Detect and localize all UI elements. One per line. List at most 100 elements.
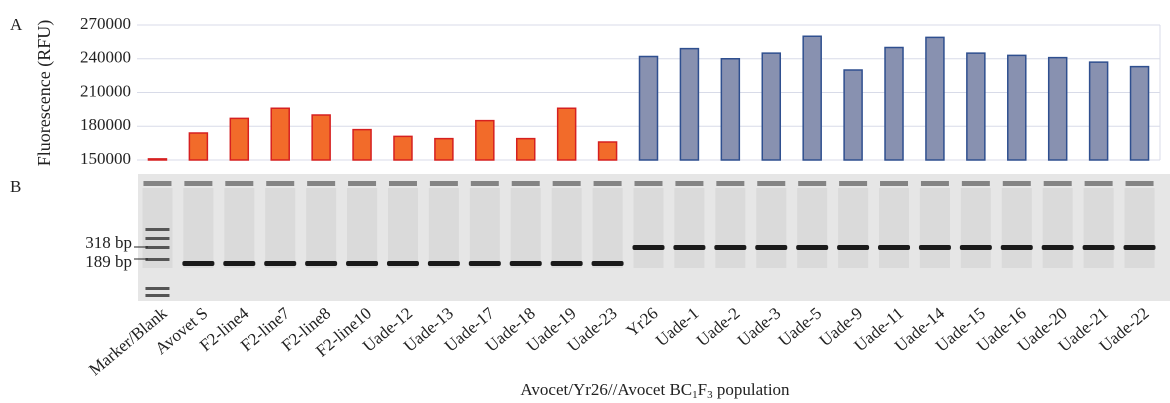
bar xyxy=(640,57,658,161)
gel-marker-label: 189 bp xyxy=(85,252,132,271)
bar xyxy=(271,108,289,160)
page: {"chart_data": {"type": "bar", "panel_la… xyxy=(0,0,1170,403)
gel-band xyxy=(264,261,296,266)
gel-lane xyxy=(552,188,582,268)
x-axis-label-part: population xyxy=(713,380,790,399)
gel-lane xyxy=(797,188,827,268)
gel-band xyxy=(428,261,460,266)
gel-well xyxy=(143,181,171,186)
y-tick-label: 210000 xyxy=(80,81,131,100)
gel-well xyxy=(553,181,581,186)
gel-well xyxy=(471,181,499,186)
bar xyxy=(967,53,985,160)
bar xyxy=(394,136,412,160)
bar xyxy=(476,121,494,160)
gel-well xyxy=(266,181,294,186)
bar xyxy=(230,118,248,160)
gel-band xyxy=(223,261,255,266)
gel-band xyxy=(878,245,910,250)
gel-band xyxy=(592,261,624,266)
bar xyxy=(885,48,903,161)
gel-lane xyxy=(429,188,459,268)
gel-band xyxy=(510,261,542,266)
gel-lane xyxy=(265,188,295,268)
gel-band xyxy=(469,261,501,266)
gel-lane xyxy=(1125,188,1155,268)
gel-well xyxy=(716,181,744,186)
x-tick-label: Uade-3 xyxy=(734,304,785,351)
gel-well xyxy=(1044,181,1072,186)
gel-ladder-band xyxy=(145,246,169,249)
panel-label: B xyxy=(10,177,21,196)
gel-well xyxy=(594,181,622,186)
bar xyxy=(762,53,780,160)
figure: A B Fluorescence (RFU) 318 bp 189 bp Avo… xyxy=(0,0,1170,403)
gel-well xyxy=(675,181,703,186)
gel-well xyxy=(348,181,376,186)
gel-band xyxy=(346,261,378,266)
gel-well xyxy=(1085,181,1113,186)
bar xyxy=(844,70,862,160)
bar xyxy=(189,133,207,160)
gel-band xyxy=(673,245,705,250)
gel-ladder-band xyxy=(145,258,169,261)
gel-lane xyxy=(756,188,786,268)
gel-well xyxy=(1003,181,1031,186)
gel-lane xyxy=(593,188,623,268)
x-tick-label: Uade-1 xyxy=(652,304,703,351)
bar xyxy=(517,139,535,160)
y-tick-label: 180000 xyxy=(80,115,131,134)
gel-lane xyxy=(1043,188,1073,268)
gel-well xyxy=(962,181,990,186)
gel-band xyxy=(755,245,787,250)
gel-well xyxy=(757,181,785,186)
x-axis-label-part: F xyxy=(698,380,707,399)
bar xyxy=(680,49,698,160)
gel-lane xyxy=(183,188,213,268)
gel-well xyxy=(184,181,212,186)
gel-band xyxy=(305,261,337,266)
bar xyxy=(1008,55,1026,160)
gel-well xyxy=(921,181,949,186)
bar xyxy=(148,159,166,160)
gel-lane xyxy=(306,188,336,268)
gel-band xyxy=(919,245,951,250)
gel-ladder-band xyxy=(145,294,169,297)
y-tick-label: 270000 xyxy=(80,14,131,33)
panel-label: A xyxy=(10,15,23,34)
gel-well xyxy=(839,181,867,186)
gel-band xyxy=(1124,245,1156,250)
gel-well xyxy=(798,181,826,186)
gel-lane xyxy=(511,188,541,268)
gel-ladder-band xyxy=(145,287,169,290)
gel-band xyxy=(837,245,869,250)
gel-ladder-band xyxy=(145,228,169,231)
gel-well xyxy=(635,181,663,186)
gel-band xyxy=(182,261,214,266)
y-axis-label: Fluorescence (RFU) xyxy=(34,20,55,166)
gel-well xyxy=(512,181,540,186)
gel-band xyxy=(1001,245,1033,250)
x-axis-label: Avocet/Yr26//Avocet BC1F3 population xyxy=(520,380,790,401)
gel-band xyxy=(387,261,419,266)
y-tick-label: 150000 xyxy=(80,149,131,168)
gel-band xyxy=(714,245,746,250)
gel-well xyxy=(225,181,253,186)
gel-lane xyxy=(224,188,254,268)
gel-lane xyxy=(388,188,418,268)
gel-well xyxy=(430,181,458,186)
gel-band xyxy=(1042,245,1074,250)
gel-well xyxy=(307,181,335,186)
gel-well xyxy=(389,181,417,186)
bar xyxy=(435,139,453,160)
x-tick-label: Uade-5 xyxy=(775,304,826,351)
gel-band xyxy=(796,245,828,250)
y-tick-label: 240000 xyxy=(80,48,131,67)
gel-ladder-band xyxy=(145,237,169,240)
gel-marker-label: 318 bp xyxy=(85,233,132,252)
bar xyxy=(803,36,821,160)
gel-lane xyxy=(920,188,950,268)
gel-lane xyxy=(1084,188,1114,268)
gel-band xyxy=(1083,245,1115,250)
bar xyxy=(558,108,576,160)
